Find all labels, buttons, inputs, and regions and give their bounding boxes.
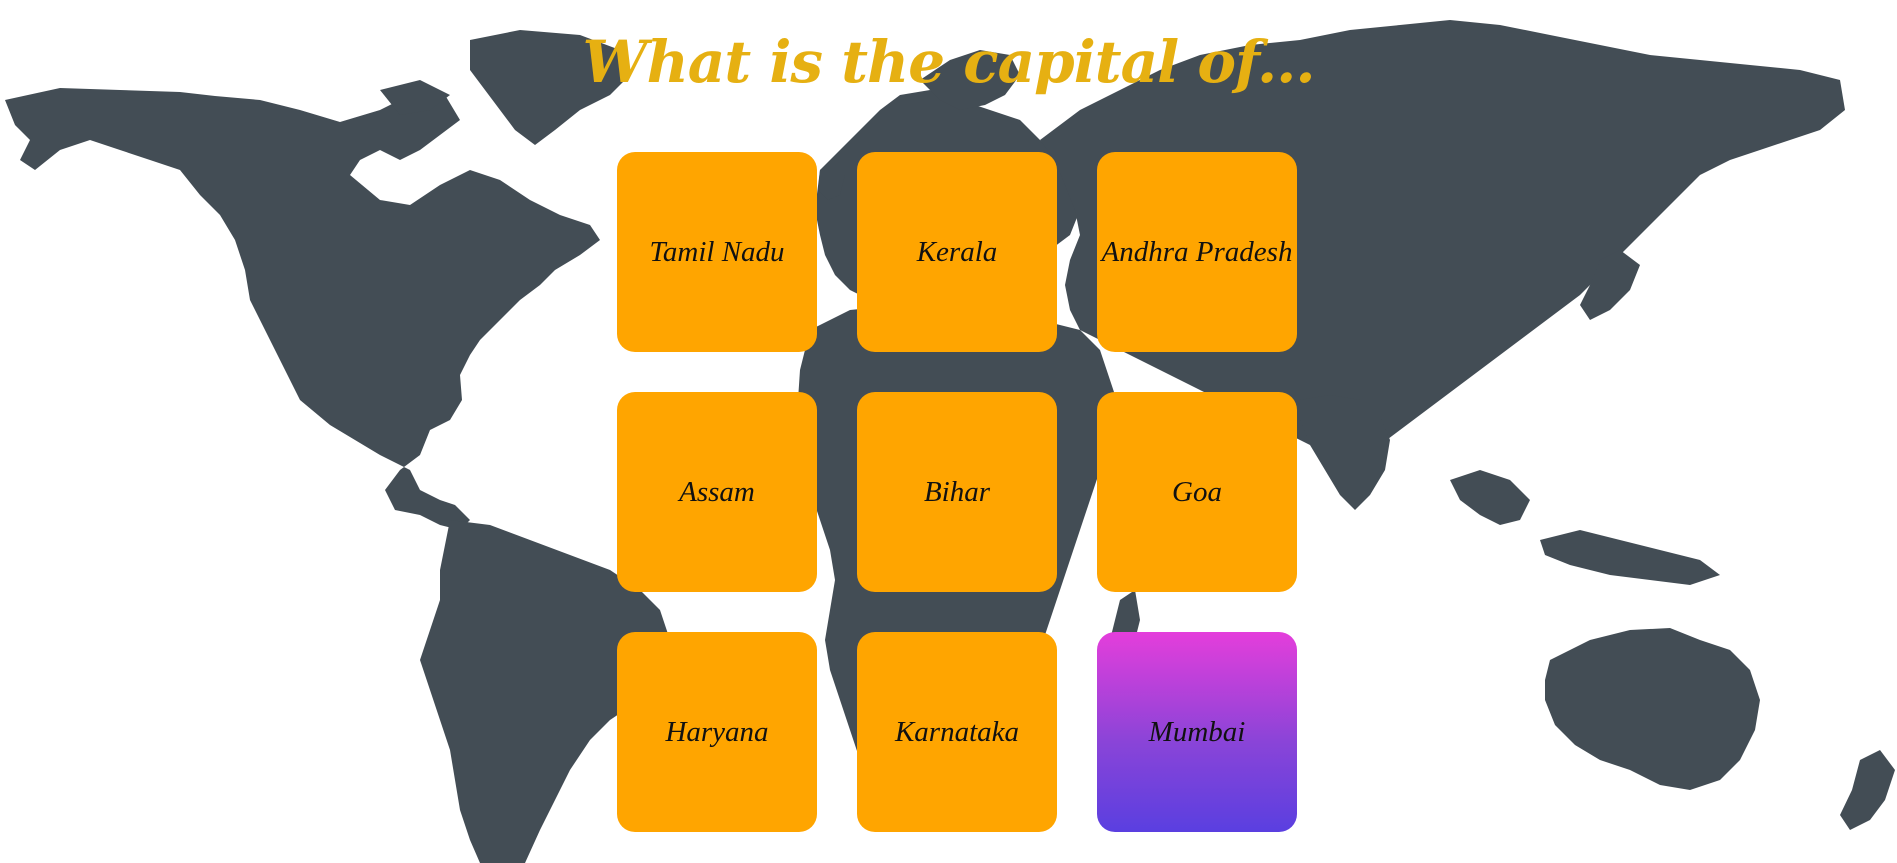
- answer-card-label: Mumbai: [1148, 715, 1246, 748]
- answer-card-bihar[interactable]: Bihar: [857, 392, 1057, 592]
- canada-islands-shape: [380, 80, 450, 115]
- answer-card-tamil-nadu[interactable]: Tamil Nadu: [617, 152, 817, 352]
- greenland-shape: [470, 30, 630, 145]
- answer-card-karnataka[interactable]: Karnataka: [857, 632, 1057, 832]
- answer-card-label: Haryana: [665, 715, 769, 748]
- indonesia-shape: [1540, 530, 1720, 585]
- answer-card-label: Tamil Nadu: [649, 235, 785, 268]
- answer-card-kerala[interactable]: Kerala: [857, 152, 1057, 352]
- answer-card-goa[interactable]: Goa: [1097, 392, 1297, 592]
- answer-card-label: Goa: [1172, 475, 1222, 508]
- answer-card-grid: Tamil Nadu Kerala Andhra Pradesh Assam B…: [617, 152, 1297, 832]
- new-zealand-shape: [1840, 750, 1895, 830]
- southeast-asia-shape: [1450, 470, 1530, 525]
- answer-card-andhra-pradesh[interactable]: Andhra Pradesh: [1097, 152, 1297, 352]
- australia-shape: [1545, 628, 1760, 790]
- north-america-shape: [5, 88, 600, 530]
- answer-card-label: Kerala: [916, 235, 998, 268]
- answer-card-mumbai[interactable]: Mumbai: [1097, 632, 1297, 832]
- answer-card-label: Karnataka: [894, 715, 1020, 748]
- japan-shape: [1580, 250, 1640, 320]
- answer-card-assam[interactable]: Assam: [617, 392, 817, 592]
- page-title: What is the capital of...: [582, 28, 1315, 96]
- answer-card-label: Bihar: [923, 475, 991, 508]
- uk-shape: [818, 160, 845, 200]
- answer-card-label: Assam: [679, 475, 755, 508]
- south-america-shape: [420, 520, 670, 863]
- scandinavia-shape: [920, 50, 1020, 110]
- answer-card-label: Andhra Pradesh: [1101, 235, 1293, 268]
- india-shape: [1300, 395, 1390, 510]
- answer-card-haryana[interactable]: Haryana: [617, 632, 817, 832]
